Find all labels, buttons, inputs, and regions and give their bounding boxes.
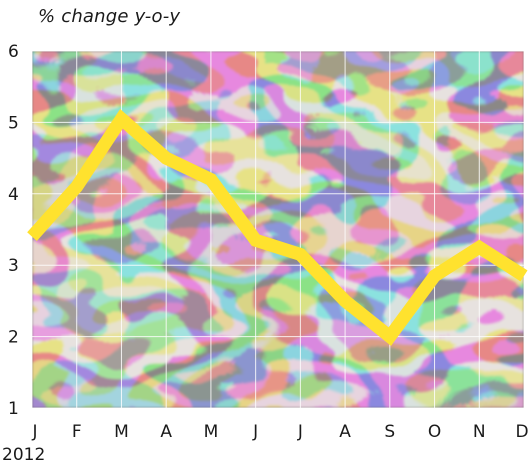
x-tick-label: J bbox=[252, 422, 258, 442]
x-tick-label: D bbox=[515, 422, 528, 442]
x-tick-label: M bbox=[114, 422, 129, 442]
x-tick-label: S bbox=[384, 422, 395, 442]
y-tick-label: 5 bbox=[8, 113, 19, 133]
x-tick-label: M bbox=[204, 422, 219, 442]
y-tick-label: 1 bbox=[8, 399, 19, 419]
x-tick-label: J bbox=[297, 422, 303, 442]
year-label: 2012 bbox=[2, 445, 46, 465]
y-tick-label: 4 bbox=[8, 185, 19, 205]
y-tick-label: 6 bbox=[8, 42, 19, 62]
y-tick-label: 3 bbox=[8, 256, 19, 276]
plot-background-texture bbox=[32, 51, 524, 408]
x-tick-label: A bbox=[339, 422, 351, 442]
x-tick-label: O bbox=[428, 422, 441, 442]
x-tick-label: F bbox=[72, 422, 82, 442]
y-tick-label: 2 bbox=[8, 328, 19, 348]
x-tick-label: N bbox=[473, 422, 486, 442]
x-tick-label: J bbox=[31, 422, 37, 442]
series-line bbox=[27, 109, 528, 346]
x-tick-label: A bbox=[160, 422, 172, 442]
chart-subtitle: % change y-o-y bbox=[38, 6, 181, 27]
